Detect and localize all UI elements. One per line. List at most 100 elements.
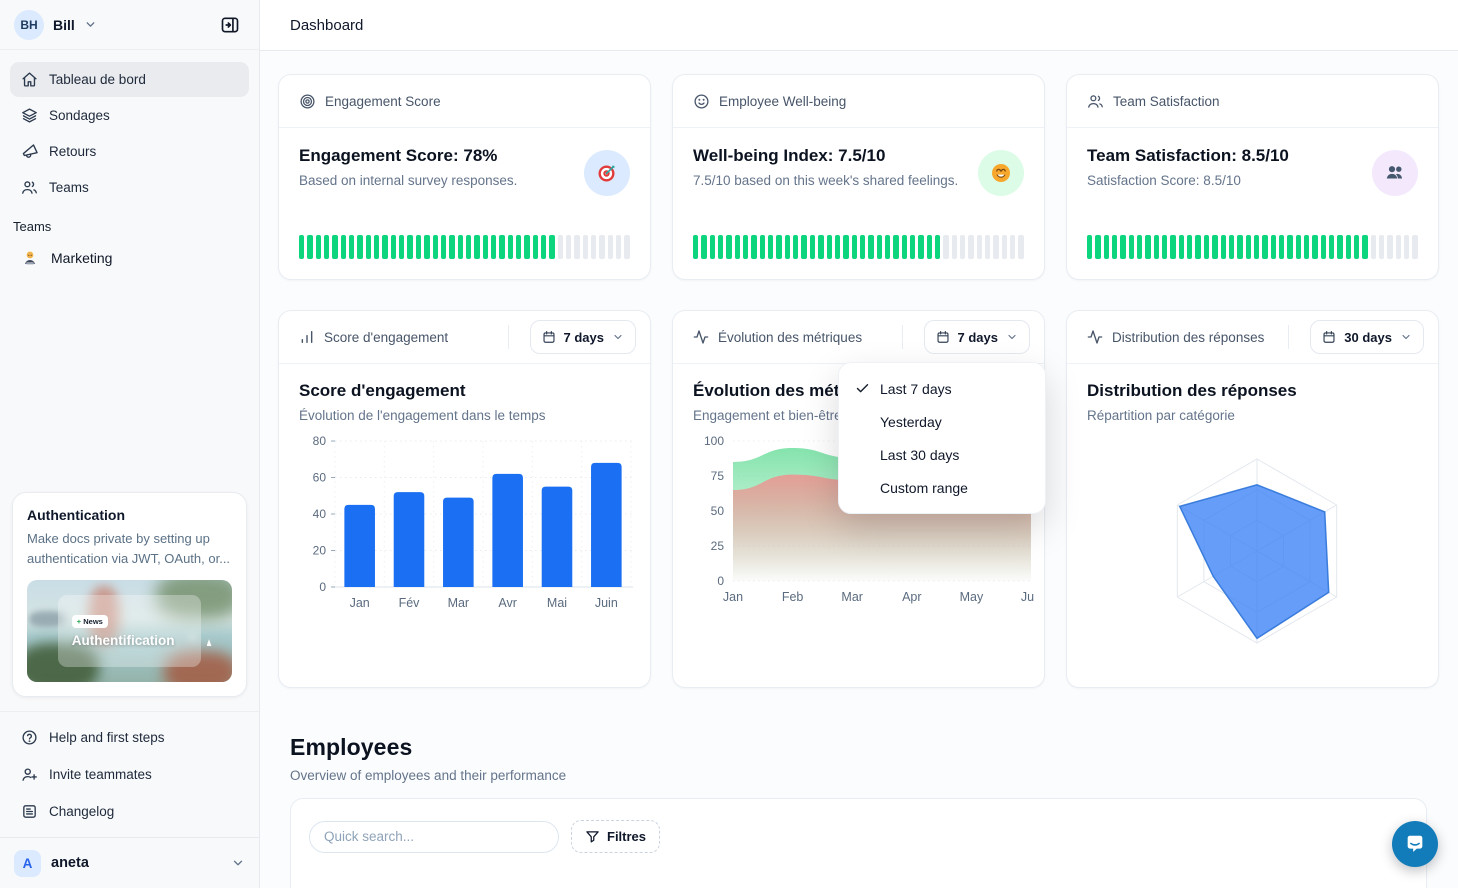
sidebar-item-label: Invite teammates (49, 766, 152, 782)
sidebar-spacer (0, 277, 259, 484)
chart-subtitle: Évolution de l'engagement dans le temps (299, 408, 546, 423)
stat-description: Based on internal survey responses. (299, 173, 518, 188)
user-plus-icon (21, 766, 38, 783)
activity-icon (1087, 329, 1103, 345)
stat-card-header: Engagement Score (279, 75, 650, 128)
svg-text:50: 50 (711, 504, 725, 518)
sidebar-item-changelog[interactable]: Changelog (10, 793, 249, 829)
menu-item-last-30-days[interactable]: Last 30 days (846, 438, 1038, 471)
activity-icon (693, 329, 709, 345)
stat-title: Team Satisfaction: 8.5/10 (1087, 146, 1289, 165)
svg-text:60: 60 (313, 471, 327, 485)
svg-text:Fév: Fév (399, 596, 421, 610)
calendar-icon (1322, 330, 1336, 344)
chat-bubble-icon (1404, 833, 1426, 855)
user-name[interactable]: Bill (53, 16, 75, 33)
chart-body: Distribution des réponses Répartition pa… (1067, 364, 1438, 687)
stat-card-header-label: Engagement Score (325, 93, 441, 109)
date-range-button[interactable]: 30 days (1310, 320, 1424, 354)
header-divider (507, 325, 509, 349)
menu-item-custom-range[interactable]: Custom range (846, 471, 1038, 504)
header-divider (901, 325, 903, 349)
sidebar-bottom-nav: Help and first steps Invite teammates Ch… (0, 711, 259, 837)
stat-title: Well-being Index: 7.5/10 (693, 146, 886, 165)
sidebar-item-help[interactable]: Help and first steps (10, 719, 249, 755)
promo-card-authentication[interactable]: Authentication Make docs private by sett… (12, 492, 247, 697)
svg-text:0: 0 (319, 580, 326, 594)
svg-text:Feb: Feb (782, 590, 804, 604)
team-item-label: Marketing (51, 250, 113, 266)
user-avatar[interactable]: BH (14, 9, 44, 40)
stat-description: Satisfaction Score: 8.5/10 (1087, 173, 1241, 188)
menu-item-yesterday[interactable]: Yesterday (846, 405, 1038, 438)
stat-description: 7.5/10 based on this week's shared feeli… (693, 173, 959, 188)
svg-text:Jan: Jan (350, 596, 370, 610)
sidebar-header: BH Bill (0, 0, 259, 50)
funnel-icon (585, 829, 600, 844)
sidebar-item-label: Sondages (49, 108, 110, 123)
sidebar-item-sondages[interactable]: Sondages (10, 98, 249, 133)
bar-chart-icon (299, 329, 315, 345)
svg-text:May: May (960, 590, 984, 604)
sidebar-item-label: Tableau de bord (49, 72, 146, 87)
calendar-icon (542, 330, 556, 344)
stat-card-header-label: Team Satisfaction (1113, 93, 1220, 109)
date-range-button[interactable]: 7 days (529, 320, 636, 354)
chart-title: Score d'engagement (299, 381, 466, 400)
menu-item-label: Last 7 days (880, 380, 952, 397)
news-badge: + News (71, 614, 108, 628)
svg-text:Jun: Jun (1021, 590, 1035, 604)
stat-card-body: Well-being Index: 7.5/10 7.5/10 based on… (673, 128, 1044, 279)
sidebar: BH Bill Tableau de bord (0, 0, 260, 888)
technologist-emoji (21, 249, 39, 267)
chart-card-header-label: Score d'engagement (324, 329, 449, 345)
chart-card-header-label: Évolution des métriques (718, 329, 863, 345)
menu-item-label: Custom range (880, 479, 968, 496)
stat-card-wellbeing: Employee Well-being Well-being Index: 7.… (672, 74, 1045, 280)
chat-launcher-button[interactable] (1392, 821, 1438, 867)
date-range-menu: Last 7 days Yesterday Last 30 days Custo… (838, 362, 1046, 514)
smile-icon (693, 93, 710, 110)
calendar-icon (936, 330, 950, 344)
response-radar-chart (1176, 458, 1338, 644)
help-circle-icon (21, 729, 38, 746)
sidebar-item-marketing[interactable]: Marketing (10, 239, 249, 277)
chart-card-header: Score d'engagement 7 days (279, 311, 650, 364)
workspace-switcher[interactable]: A aneta (0, 837, 259, 888)
stat-card-satisfaction: Team Satisfaction Team Satisfaction: 8.5… (1066, 74, 1439, 280)
chevron-down-icon (612, 331, 624, 343)
employees-subtitle: Overview of employees and their performa… (290, 768, 567, 783)
home-icon (21, 71, 38, 88)
date-range-button-open[interactable]: 7 days (923, 320, 1030, 354)
promo-caption: Authentification (71, 632, 175, 648)
sidebar-item-invite[interactable]: Invite teammates (10, 756, 249, 792)
chart-card-header: Distribution des réponses 30 days (1067, 311, 1438, 364)
promo-image: + News Authentification (27, 580, 232, 682)
teams-section-label: Teams (13, 219, 52, 234)
check-icon (855, 381, 880, 396)
stat-card-header: Employee Well-being (673, 75, 1044, 128)
dart-target-emoji (584, 150, 630, 196)
page-title: Dashboard (290, 16, 364, 34)
chevron-down-icon[interactable] (84, 18, 97, 31)
smiling-face-emoji (978, 150, 1024, 196)
filters-button[interactable]: Filtres (571, 820, 661, 853)
stat-card-engagement: Engagement Score Engagement Score: 78% B… (278, 74, 651, 280)
svg-text:75: 75 (711, 469, 725, 483)
menu-item-last-7-days[interactable]: Last 7 days (846, 372, 1038, 405)
sidebar-collapse-button[interactable] (215, 10, 245, 40)
sidebar-item-tableau-de-bord[interactable]: Tableau de bord (10, 62, 249, 97)
metrics-area-chart: 0 25 50 75 100 Jan Feb Mar Apr May Jun (704, 434, 1035, 604)
search-input[interactable] (309, 820, 559, 853)
svg-text:Apr: Apr (902, 590, 921, 604)
users-icon (1087, 93, 1104, 110)
engagement-progress-bar (299, 235, 630, 259)
sidebar-item-label: Teams (49, 180, 89, 195)
stat-cards-row: Engagement Score Engagement Score: 78% B… (278, 74, 1441, 280)
painting-city (29, 610, 66, 627)
sidebar-item-retours[interactable]: Retours (10, 134, 249, 169)
workspace-avatar: A (14, 849, 41, 877)
svg-text:Mar: Mar (448, 596, 470, 610)
sidebar-item-teams[interactable]: Teams (10, 170, 249, 205)
